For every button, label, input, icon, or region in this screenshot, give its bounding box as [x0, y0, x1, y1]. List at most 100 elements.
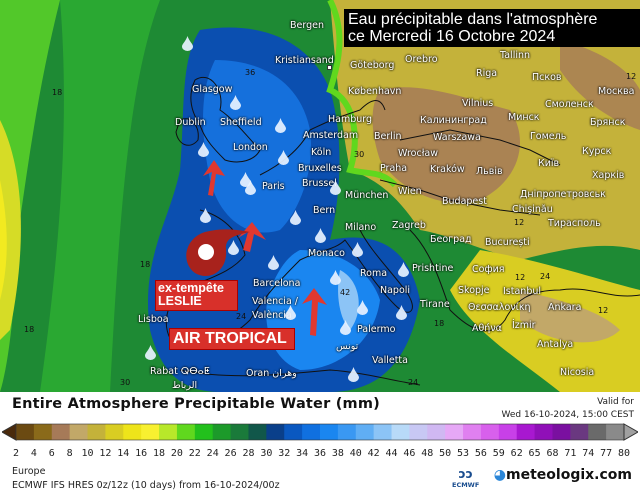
scale-swatch — [51, 424, 71, 440]
rain-drop-icon — [398, 262, 409, 277]
scale-swatch — [230, 424, 249, 440]
contour-label: 30 — [120, 378, 131, 387]
storm-label-line2: LESLIE — [158, 294, 202, 308]
map-title: Eau précipitable dans l'atmosphère ce Me… — [344, 9, 640, 47]
scale-tick-label: 62 — [510, 448, 523, 459]
city-label: Kraków — [430, 164, 465, 175]
city-label: Berlin — [374, 131, 402, 142]
city-label: Калининград — [420, 115, 487, 126]
scale-swatch — [87, 424, 106, 440]
city-label: Bergen — [290, 20, 324, 31]
scale-swatch — [16, 424, 35, 440]
scale-arrow-high — [623, 423, 638, 441]
scale-swatch — [427, 424, 446, 440]
city-label: Θεσσαλονίκη — [468, 302, 531, 313]
scale-tick-label: 2 — [12, 448, 20, 459]
city-label: Valencia / — [252, 296, 298, 307]
city-label: Αθήνα — [472, 323, 502, 334]
rain-drop-icon — [278, 150, 289, 165]
meteologix-logo[interactable]: ◕meteologix.com — [494, 467, 632, 483]
precipitable-water-map[interactable]: Bergen Kristiansand Göteborg Orebro Tall… — [0, 0, 640, 392]
air-tropical-label: AIR TROPICAL — [169, 328, 295, 350]
city-label: Kristiansand — [275, 55, 334, 70]
city-label: Wrocław — [398, 148, 438, 159]
storm-label: ex-tempête LESLIE — [155, 280, 238, 311]
city-label: Göteborg — [350, 60, 395, 71]
city-label: Минск — [508, 112, 540, 123]
scale-swatch — [248, 424, 267, 440]
scale-tick-label: 48 — [421, 448, 434, 459]
city-label: Москва — [598, 86, 635, 97]
scale-tick-label: 71 — [564, 448, 577, 459]
city-label: València — [252, 310, 292, 321]
scale-tick-label: 26 — [224, 448, 237, 459]
valid-time-value: Wed 16-10-2024, 15:00 CEST — [501, 410, 635, 420]
contour-label: 36 — [245, 68, 256, 77]
scale-tick-label: 22 — [188, 448, 201, 459]
scale-tick-label: 18 — [153, 448, 166, 459]
city-label: Oran وهران — [246, 368, 297, 379]
scale-tick-label: 65 — [528, 448, 541, 459]
scale-swatch — [337, 424, 357, 440]
city-label: Köln — [311, 147, 332, 158]
scale-tick-label: 28 — [242, 448, 255, 459]
brand-name: meteologix.com — [506, 467, 632, 483]
scale-swatch — [194, 424, 214, 440]
city-label: الرباط — [172, 380, 198, 391]
rain-drop-icon — [396, 305, 407, 320]
rain-drop-icon — [290, 210, 301, 225]
city-label: Budapest — [442, 196, 487, 207]
scale-swatch — [445, 424, 464, 440]
scale-tick-label: 34 — [296, 448, 309, 459]
legend-title: Entire Atmosphere Precipitable Water (mm… — [12, 396, 380, 412]
rain-drop-icon — [330, 180, 341, 195]
contour-label: 12 — [626, 72, 637, 81]
scale-swatch — [498, 424, 518, 440]
city-label: Псков — [532, 72, 562, 83]
city-label: Riga — [476, 68, 498, 79]
scale-swatch — [33, 424, 53, 440]
city-label: Sheffield — [220, 117, 262, 128]
scale-tick-label: 4 — [30, 448, 37, 459]
contour-label: 42 — [340, 288, 351, 297]
scale-tick-label: 32 — [278, 448, 291, 459]
scale-tick-label: 74 — [582, 448, 595, 459]
city-label: Istanbul — [503, 286, 542, 297]
color-scale-ticks: 2 4 6 8 10 12 14 16 18 20 22 24 26 28 30 32 34 36 38 40 42 44… — [0, 448, 640, 460]
city-label: Rabat ⵕⴱⴰⵟ — [150, 366, 210, 377]
contour-label: 18 — [24, 325, 35, 334]
city-label: Praha — [380, 163, 408, 174]
city-label: Chişinău — [512, 204, 553, 215]
city-label: Wien — [398, 186, 422, 197]
valid-time: Valid for Wed 16-10-2024, 15:00 CEST — [502, 396, 635, 422]
scale-swatch — [176, 424, 196, 440]
city-label: Palermo — [357, 324, 396, 335]
city-label: Bern — [313, 205, 336, 216]
city-label: Tallinn — [500, 50, 531, 61]
rain-drop-icon — [357, 300, 368, 315]
valid-label: Valid for — [597, 397, 634, 407]
scale-tick-label: 53 — [457, 448, 470, 459]
rain-drop-icon — [275, 118, 286, 133]
contour-label: 18 — [434, 319, 445, 328]
scale-swatch — [284, 424, 303, 440]
city-label: Napoli — [380, 285, 411, 296]
city-label: София — [472, 264, 505, 275]
rain-drop-icon — [348, 367, 359, 382]
scale-tick-label: 80 — [617, 448, 631, 459]
city-label: Antalya — [537, 339, 574, 350]
city-label: Paris — [262, 181, 285, 192]
contour-label: 24 — [540, 272, 551, 281]
city-label: Bruxelles — [298, 163, 342, 174]
city-label: Брянск — [590, 117, 626, 128]
city-label: Nicosia — [560, 367, 595, 378]
rain-drop-icon — [340, 320, 351, 335]
scale-tick-label: 42 — [367, 448, 380, 459]
model-info: ECMWF IFS HRES 0z/12z (10 days) from 16-… — [12, 480, 280, 491]
city-label: Glasgow — [192, 84, 233, 95]
city-label: London — [233, 142, 268, 153]
scale-swatch — [320, 424, 339, 440]
city-label: Харків — [592, 170, 625, 181]
city-label: Тирасполь — [548, 218, 601, 229]
scale-tick-label: 77 — [600, 448, 613, 459]
